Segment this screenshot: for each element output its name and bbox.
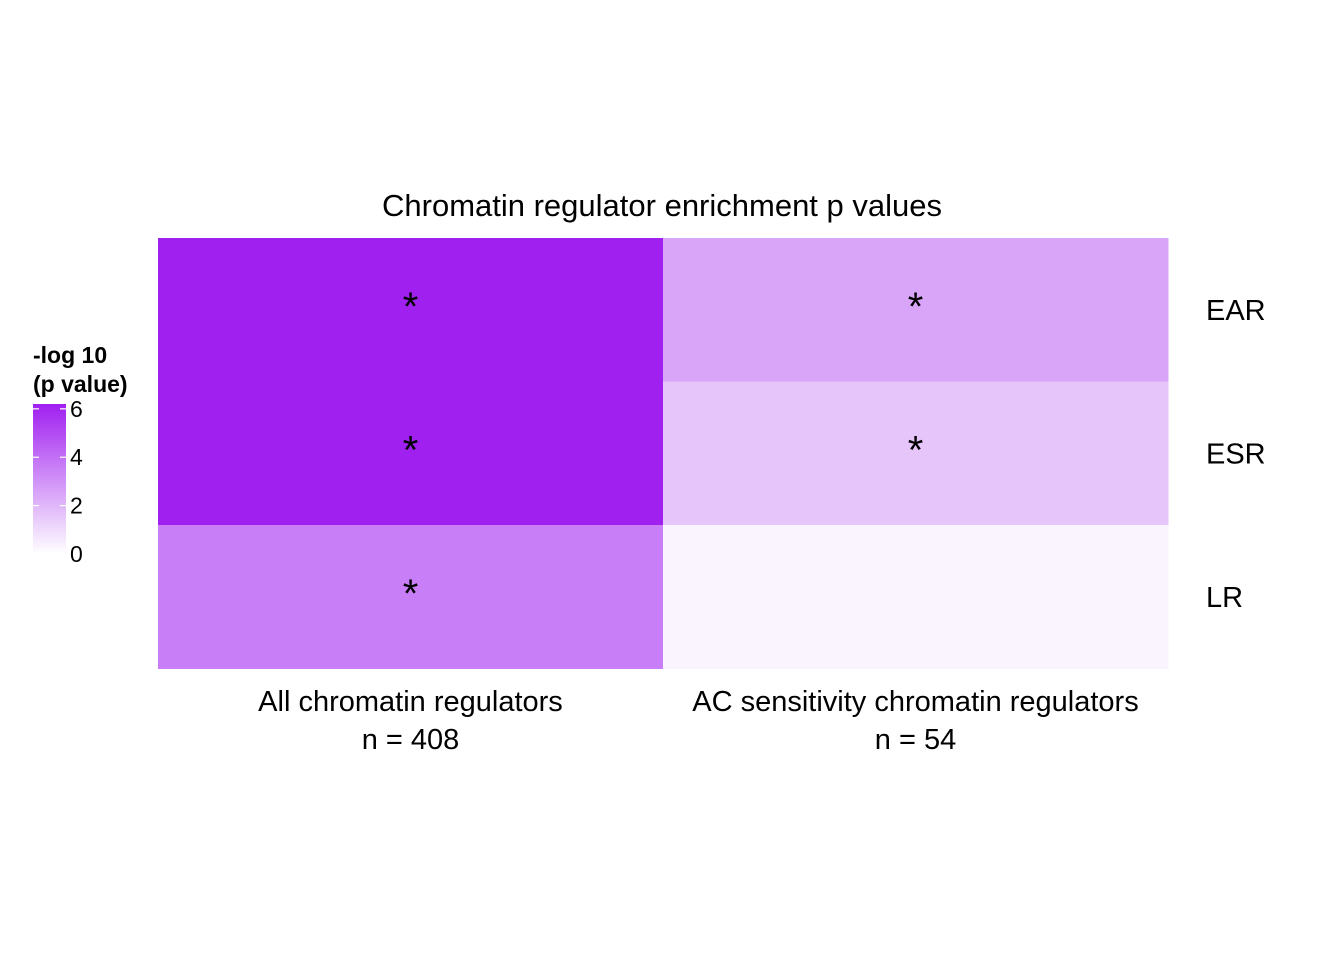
x-tick-label: AC sensitivity chromatin regulators xyxy=(692,686,1138,718)
x-axis-labels: All chromatin regulators n = 408 AC sensit… xyxy=(258,686,1139,756)
significance-markers: * * * * * xyxy=(403,285,924,616)
significance-star: * xyxy=(403,428,419,472)
legend-title-line-2: (p value) xyxy=(33,371,128,397)
heatmap-cell xyxy=(158,525,664,669)
significance-star: * xyxy=(403,572,419,616)
legend-tick-label: 4 xyxy=(70,444,83,470)
y-tick-label: LR xyxy=(1206,582,1243,614)
significance-star: * xyxy=(908,285,924,329)
legend-tick-label: 6 xyxy=(70,396,83,422)
legend-ticks: 0 2 4 6 xyxy=(33,396,83,567)
significance-star: * xyxy=(403,285,419,329)
legend-tick-label: 0 xyxy=(70,541,83,567)
x-tick-label: All chromatin regulators xyxy=(258,686,563,718)
y-tick-label: EAR xyxy=(1206,295,1266,327)
legend-colorbar xyxy=(33,404,66,554)
y-axis-labels: EAR ESR LR xyxy=(1206,295,1266,614)
color-legend: -log 10 (p value) 0 2 4 6 xyxy=(33,342,128,567)
heatmap-cells xyxy=(158,238,1169,669)
heatmap-cell xyxy=(663,381,1169,526)
heatmap-cell xyxy=(663,525,1169,669)
significance-star: * xyxy=(908,428,924,472)
legend-title-line-1: -log 10 xyxy=(33,342,107,368)
x-tick-sublabel: n = 408 xyxy=(362,724,460,756)
chart-title: Chromatin regulator enrichment p values xyxy=(382,188,942,223)
legend-tick-label: 2 xyxy=(70,493,83,519)
y-tick-label: ESR xyxy=(1206,438,1266,470)
heatmap-cell xyxy=(663,238,1169,382)
x-tick-sublabel: n = 54 xyxy=(875,724,956,756)
heatmap-cell xyxy=(158,381,664,526)
heatmap-cell xyxy=(158,238,664,382)
